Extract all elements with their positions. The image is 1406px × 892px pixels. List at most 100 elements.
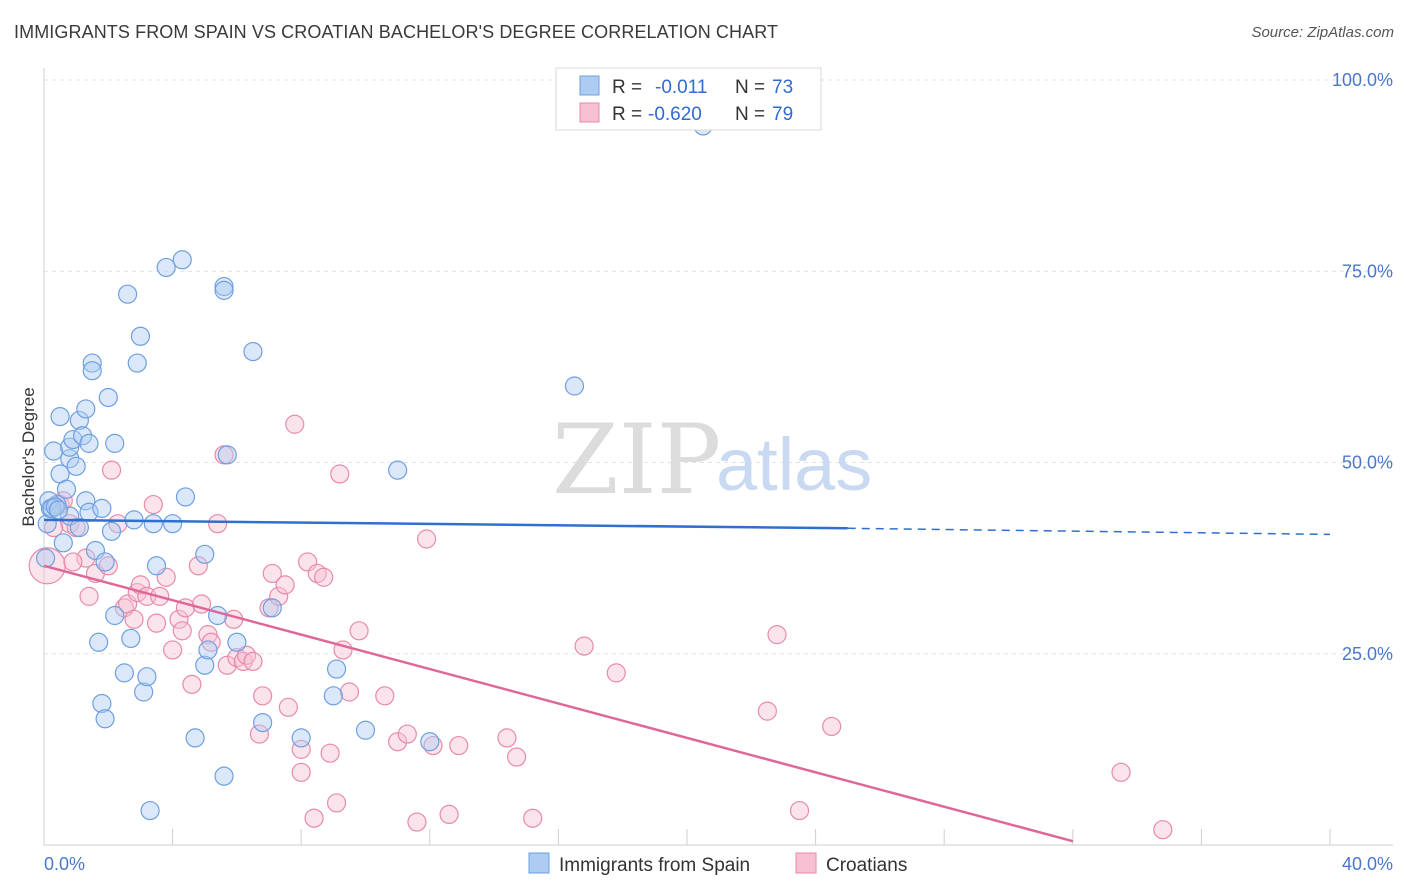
y-tick-label: 75.0% (1342, 261, 1393, 281)
croatians-point (416, 529, 437, 549)
croatians-point (397, 724, 417, 744)
croatians-point (101, 460, 122, 480)
spain-point (227, 632, 247, 652)
bottom-legend: Immigrants from Spain Croatians (528, 852, 907, 876)
spain-point (134, 682, 154, 702)
croatians-point (79, 586, 99, 606)
legend-n-value-blue: 73 (772, 77, 793, 98)
croatians-point (208, 514, 228, 534)
croatians-point (275, 575, 295, 595)
spain-trend-line-extension (847, 527, 1331, 536)
spain-point (163, 514, 183, 534)
legend-swatch-blue (579, 75, 600, 96)
spain-point (214, 766, 234, 786)
croatians-point (507, 747, 527, 767)
croatians-point (304, 808, 324, 828)
spain-point (564, 376, 585, 396)
spain-point (42, 498, 62, 518)
spain-point (172, 250, 192, 270)
croatians-point (108, 514, 128, 534)
spain-point (243, 341, 263, 362)
spain-point (50, 407, 70, 427)
legend-n-label: N = (735, 104, 765, 125)
croatians-point (375, 686, 395, 706)
spain-point (355, 720, 376, 740)
spain-point (253, 712, 273, 733)
spain-point (92, 498, 112, 518)
croatians-point (143, 494, 163, 515)
spain-point (48, 500, 69, 520)
bottom-legend-croatians: Croatians (826, 855, 907, 876)
spain-trend-line (43, 518, 848, 530)
spain-point (69, 410, 89, 431)
spain-point (101, 521, 122, 541)
spain-points (36, 116, 713, 821)
x-tick-label-min: 0.0% (44, 854, 85, 874)
croatians-point (523, 808, 543, 828)
x-tick-label-max: 40.0% (1342, 854, 1393, 874)
spain-point (156, 257, 176, 278)
legend-n-label: N = (735, 77, 765, 98)
croatians-trend-line (43, 564, 1074, 843)
axes (43, 68, 1393, 846)
bottom-legend-swatch-blue (528, 852, 550, 874)
spain-point (89, 632, 109, 652)
croatians-point (243, 651, 263, 672)
spain-point (420, 732, 440, 752)
croatians-point (767, 625, 787, 645)
spain-point (291, 728, 311, 748)
spain-point (185, 728, 205, 748)
spain-point (82, 353, 102, 373)
croatians-point (497, 728, 517, 748)
spain-point (137, 667, 157, 687)
croatians-point (249, 724, 270, 744)
spain-point (146, 556, 167, 576)
croatians-point (285, 414, 305, 434)
spain-point (217, 445, 237, 465)
spain-point (195, 655, 215, 675)
spain-point (114, 663, 134, 683)
y-tick-labels: 25.0% 50.0% 75.0% 100.0% (1332, 70, 1393, 664)
spain-point (175, 487, 196, 507)
croatians-point (146, 613, 167, 633)
croatians-point (291, 762, 311, 782)
spain-point (72, 426, 93, 446)
spain-point (44, 441, 64, 461)
y-tick-label: 50.0% (1342, 453, 1393, 473)
spain-point (117, 284, 138, 304)
croatians-point (822, 716, 842, 737)
croatians-point (349, 621, 369, 641)
croatians-point (330, 464, 350, 484)
croatians-point (606, 663, 626, 683)
grid-lines (44, 79, 1393, 655)
bottom-legend-swatch-pink (795, 852, 817, 874)
spain-point (323, 686, 343, 706)
spain-point (98, 387, 118, 408)
x-tick-labels: 0.0% 40.0% (44, 854, 1393, 874)
spain-point (262, 598, 282, 618)
croatians-point (163, 640, 183, 660)
croatians-point (449, 735, 469, 756)
legend-r-label: R = (612, 77, 642, 98)
croatians-point (320, 743, 340, 763)
watermark: ZIP atlas (552, 404, 872, 516)
spain-point (69, 517, 89, 538)
spain-point (130, 326, 151, 346)
croatians-point (63, 552, 83, 572)
source-label: Source: ZipAtlas.com (1251, 24, 1394, 41)
watermark-zip: ZIP (552, 404, 721, 516)
croatians-point (1111, 762, 1131, 782)
spain-point (95, 709, 115, 729)
spain-point (198, 640, 218, 660)
croatians-point (291, 739, 311, 759)
croatians-point (574, 636, 594, 656)
spain-point (82, 361, 102, 381)
legend-r-value-pink: -0.620 (648, 104, 702, 125)
legend-swatch-pink (579, 102, 600, 123)
croatians-point (182, 674, 202, 694)
spain-point (53, 533, 73, 553)
croatians-point (188, 556, 208, 576)
spain-point (92, 693, 112, 714)
croatians-point (278, 697, 298, 717)
y-tick-label: 25.0% (1342, 644, 1393, 664)
